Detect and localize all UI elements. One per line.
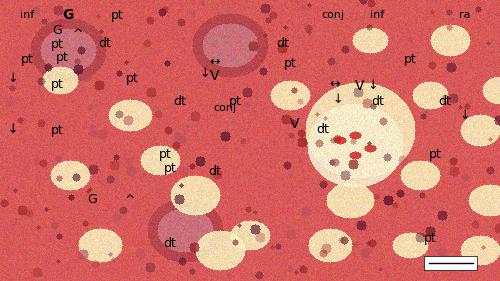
Text: dt: dt — [438, 95, 452, 108]
Text: dt: dt — [164, 237, 176, 250]
Text: pt: pt — [164, 162, 176, 175]
Text: ^: ^ — [72, 28, 83, 41]
Text: pt: pt — [228, 95, 241, 108]
Text: conj: conj — [321, 10, 344, 21]
Text: ^: ^ — [125, 194, 135, 207]
Text: ↔: ↔ — [330, 78, 340, 91]
Text: dt: dt — [208, 165, 222, 178]
Text: pt: pt — [428, 148, 442, 161]
Text: ↓: ↓ — [460, 109, 470, 122]
Text: V: V — [210, 69, 220, 83]
Text: pt: pt — [56, 51, 69, 64]
Text: pt: pt — [404, 53, 416, 65]
Text: pt: pt — [21, 53, 34, 65]
Text: pt: pt — [158, 148, 172, 161]
Text: dt: dt — [174, 95, 186, 108]
Text: ra: ra — [459, 10, 471, 21]
Text: inf: inf — [370, 10, 384, 21]
Text: inf: inf — [20, 10, 34, 21]
Text: pt: pt — [51, 78, 64, 91]
Text: V: V — [355, 79, 365, 93]
Text: G: G — [62, 8, 73, 22]
Text: dt: dt — [316, 123, 329, 136]
Text: pt: pt — [126, 72, 139, 85]
Text: V: V — [290, 117, 300, 131]
Text: ↓: ↓ — [7, 123, 18, 136]
Text: pt: pt — [111, 9, 124, 22]
Text: pt: pt — [51, 124, 64, 137]
Text: pt: pt — [424, 232, 436, 245]
Text: ↓: ↓ — [332, 93, 343, 106]
Text: G: G — [52, 24, 62, 37]
Text: dt: dt — [371, 95, 384, 108]
Text: dt: dt — [98, 37, 112, 50]
Text: dt: dt — [276, 37, 289, 50]
Text: ↓: ↓ — [200, 67, 210, 80]
Text: ↓: ↓ — [7, 72, 18, 85]
Text: pt: pt — [284, 57, 296, 70]
Text: G: G — [88, 193, 98, 206]
Text: ↔: ↔ — [210, 55, 220, 68]
Text: ↓: ↓ — [367, 79, 378, 92]
Bar — [424, 256, 476, 270]
Text: conj: conj — [214, 103, 236, 113]
Text: pt: pt — [51, 38, 64, 51]
